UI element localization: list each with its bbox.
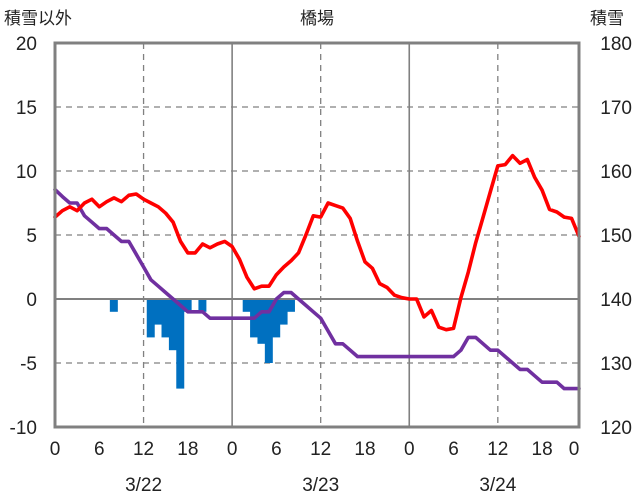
y-tick-label-left: 0	[26, 290, 37, 311]
day-label: 3/22	[125, 475, 162, 496]
precip-bar	[161, 299, 170, 338]
x-tick-label: 12	[310, 439, 331, 460]
x-tick-label: 0	[404, 439, 415, 460]
x-tick-label: 18	[354, 439, 375, 460]
y-tick-label-right: 160	[600, 162, 632, 183]
x-tick-label: 6	[271, 439, 282, 460]
x-tick-label: 6	[94, 439, 105, 460]
y-tick-label-left: 10	[16, 162, 37, 183]
x-tick-label: 0	[227, 439, 238, 460]
y-tick-label-right: 180	[600, 34, 632, 55]
precip-bar	[183, 299, 192, 312]
x-tick-label: 18	[177, 439, 198, 460]
precip-bar	[279, 299, 288, 325]
snow-depth-line	[53, 187, 581, 391]
y-tick-label-right: 120	[600, 418, 632, 439]
precip-bar	[146, 299, 155, 338]
y-tick-label-left: -10	[10, 418, 37, 439]
y-tick-label-left: 5	[26, 226, 37, 247]
chart-title: 橋場	[300, 9, 334, 29]
temperature-line	[53, 153, 581, 332]
precip-bar	[272, 299, 281, 338]
precip-bar	[198, 299, 207, 312]
y-tick-label-right: 130	[600, 354, 632, 375]
x-tick-label: 0	[569, 439, 580, 460]
y-tick-label-left: 20	[16, 34, 37, 55]
x-tick-label: 6	[448, 439, 459, 460]
plot-frame	[53, 41, 581, 429]
precip-bar	[257, 299, 266, 344]
x-tick-label: 18	[532, 439, 553, 460]
x-tick-label: 0	[50, 439, 61, 460]
x-tick-label: 12	[487, 439, 508, 460]
y-tick-label-left: 15	[16, 98, 37, 119]
x-tick-label: 12	[133, 439, 154, 460]
precip-bar	[286, 299, 295, 312]
precip-bar	[109, 299, 118, 312]
precip-bar	[264, 299, 273, 363]
y-tick-label-left: -5	[20, 354, 37, 375]
y-tick-label-right: 150	[600, 226, 632, 247]
day-label: 3/24	[479, 475, 516, 496]
y-tick-label-right: 170	[600, 98, 632, 119]
y-tick-label-right: 140	[600, 290, 632, 311]
precip-bar	[168, 299, 177, 351]
precip-bar	[242, 299, 251, 312]
precip-bar	[176, 299, 185, 389]
left-axis-title: 積雪以外	[4, 9, 72, 29]
day-label: 3/23	[302, 475, 339, 496]
precip-bar	[154, 299, 163, 325]
right-axis-title: 積雪	[590, 9, 624, 29]
